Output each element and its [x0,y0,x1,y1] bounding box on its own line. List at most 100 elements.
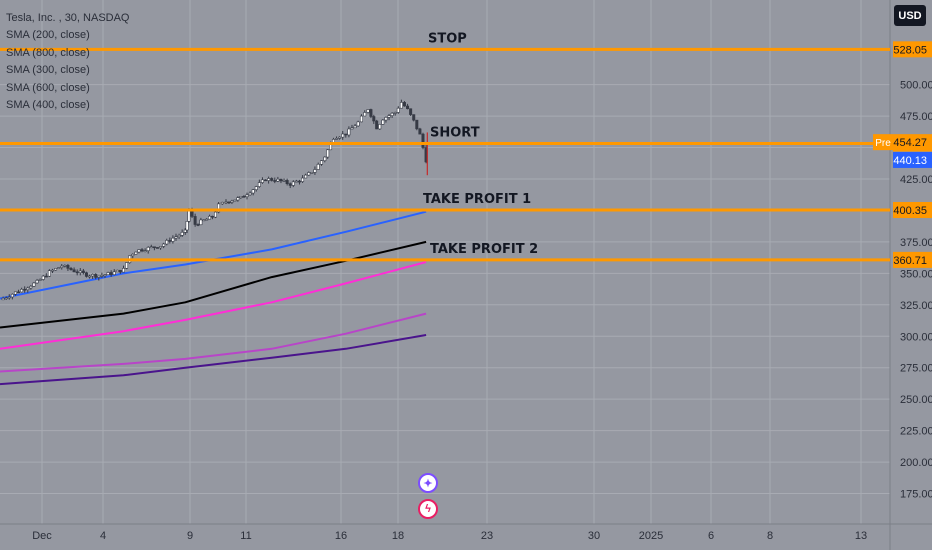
candle-body [4,297,8,300]
candle-body [131,253,135,257]
candle-body [264,179,268,182]
candle-body [149,246,153,249]
candle-body [202,219,206,222]
candle-body [78,270,82,273]
candle-body [390,112,394,116]
indicator-legend-5[interactable]: SMA (400, close) [6,99,90,112]
candle-body [177,234,181,238]
level-price-label: 528.05 [893,44,927,56]
candle-body [350,127,354,130]
candle-body [224,201,228,204]
x-tick-label: 13 [855,530,867,542]
candle-body [366,109,370,113]
candle-body [267,178,271,181]
candle-body [236,197,240,201]
candle-body [57,267,61,269]
level-label: TAKE PROFIT 1 [423,192,531,207]
candle-body [316,163,320,170]
candle-body [20,288,24,293]
level-price-tag [893,251,932,268]
y-tick-label: 225.00 [900,426,932,438]
candle-body [310,172,314,174]
candle-body [406,105,410,110]
level-price-tag [893,41,932,58]
candle-body [359,115,363,123]
y-tick-label: 325.00 [900,300,932,312]
x-tick-label: 2025 [639,530,663,542]
flash-badge-icon[interactable]: ϟ [418,499,438,519]
candle-body [146,246,150,251]
candle-body [273,180,277,182]
candle-body [313,169,317,173]
x-tick-label: 9 [187,530,193,542]
pre-market-price-tag [893,134,932,151]
candle-body [100,275,104,277]
candle-body [159,246,163,249]
candle-body [137,249,141,253]
chart-legend: Tesla, Inc. , 30, NASDAQ SMA (200, close… [6,10,130,114]
candle-body [301,177,305,182]
candle-body [421,133,425,148]
sma-line [0,261,427,350]
candle-body [279,178,283,182]
currency-button[interactable]: USD [894,5,926,26]
candle-body [372,116,376,122]
candle-body [134,251,138,255]
candle-body [109,272,113,275]
candle-body [13,291,17,295]
candle-body [97,275,101,278]
sma-line [0,240,427,329]
candle-body [217,203,221,213]
candle-body [326,149,330,158]
y-tick-label: 300.00 [900,331,932,343]
candle-body [72,269,76,273]
indicator-legend-1[interactable]: SMA (200, close) [6,29,90,42]
level-label: TAKE PROFIT 2 [430,242,538,257]
candle-body [88,275,92,278]
candle-body [165,240,169,245]
candle-body [230,200,234,203]
sma-line [0,334,427,386]
candle-body [54,268,58,271]
indicator-legend-4[interactable]: SMA (600, close) [6,81,90,94]
candle-body [409,108,413,115]
y-tick-label: 425.00 [900,174,932,186]
candle-body [239,196,243,199]
candle-body [282,180,286,182]
candle-body [199,219,203,226]
candle-body [112,271,116,275]
candle-body [66,265,70,269]
candle-body [335,138,339,140]
candle-body [91,274,95,277]
candle-body [260,179,264,183]
x-tick-label: 8 [767,530,773,542]
indicator-legend-2[interactable]: SMA (800, close) [6,46,90,59]
candle-body [35,280,39,284]
symbol-legend[interactable]: Tesla, Inc. , 30, NASDAQ [6,12,130,24]
indicator-legend-3[interactable]: SMA (300, close) [6,64,90,77]
candle-body [415,119,419,130]
candle-body [47,270,51,277]
level-price-label: 400.35 [893,205,927,217]
candle-body [248,192,252,196]
candle-body [125,262,129,269]
candle-body [418,128,422,135]
candle-body [75,271,79,274]
x-tick-label: 16 [335,530,347,542]
candle-body [122,268,126,273]
candle-body [412,114,416,121]
candle-body [242,196,246,198]
y-tick-label: 350.00 [900,268,932,280]
candle-body [10,293,14,298]
candle-body [396,107,400,113]
candle-body [363,112,367,117]
pre-market-price-label: 454.27 [893,137,927,149]
star-badge-icon[interactable]: ✦ [418,473,438,493]
x-tick-label: 18 [392,530,404,542]
candle-body [38,279,42,281]
candle-body [26,287,30,291]
candle-body [297,180,301,183]
candle-body [205,218,209,221]
candle-body [193,216,197,225]
